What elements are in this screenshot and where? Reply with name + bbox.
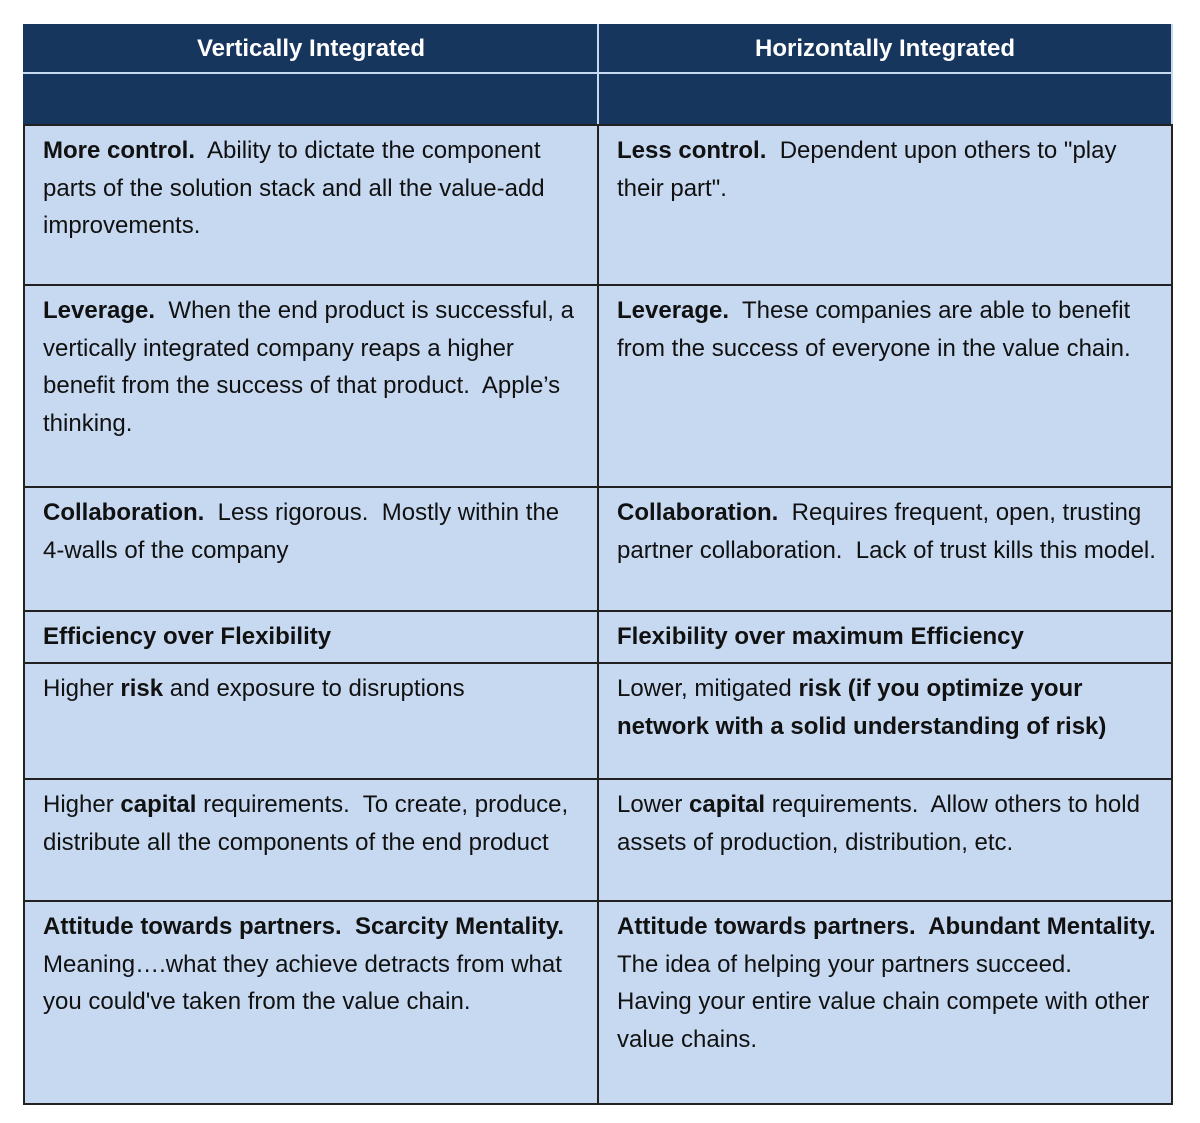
bold-text: Leverage. [43, 297, 156, 324]
header-cell: Horizontally Integrated [597, 24, 1173, 74]
table-row: Higher risk and exposure to disruptions L… [23, 662, 1173, 780]
table-cell: Lower, mitigated risk (if you optimize y… [597, 662, 1173, 780]
table-row: Higher capital requirements. To create, … [23, 778, 1173, 902]
table-cell: Flexibility over maximum Efficiency [597, 610, 1173, 664]
cell-text: Ability to dictate the component parts o… [43, 137, 552, 239]
bold-text: Collaboration. [43, 499, 205, 526]
bold-text: capital [689, 791, 766, 818]
table-cell: Collaboration. Less rigorous. Mostly wit… [23, 486, 599, 612]
bold-text: risk [120, 675, 164, 702]
cell-text: and exposure to disruptions [163, 675, 465, 702]
cell-text: Less rigorous. Mostly within the 4-walls… [43, 499, 566, 564]
bold-text: risk (if you optimize your network with … [617, 675, 1107, 740]
cell-text: The idea of helping your partners succee… [617, 913, 1169, 1053]
table-cell: Higher capital requirements. To create, … [23, 778, 599, 902]
blank-cell [23, 72, 599, 126]
table-cell: Less control. Dependent upon others to "… [597, 124, 1173, 286]
bold-text: capital [120, 791, 197, 818]
cell-text: requirements. Allow others to hold asset… [617, 791, 1147, 856]
table-row: Collaboration. Less rigorous. Mostly wit… [23, 486, 1173, 612]
table-cell: Attitude towards partners. Abundant Ment… [597, 900, 1173, 1105]
bold-text: More control. [43, 137, 196, 164]
bold-text: Efficiency over Flexibility [43, 623, 332, 650]
table-cell: Attitude towards partners. Scarcity Ment… [23, 900, 599, 1105]
cell-text: These companies are able to benefit from… [617, 297, 1137, 362]
cell-text: Meaning….what they achieve detracts from… [43, 913, 578, 1016]
header-row: Vertically Integrated Horizontally Integ… [23, 24, 1173, 74]
table-cell: Collaboration. Requires frequent, open, … [597, 486, 1173, 612]
table-row: Leverage. When the end product is succes… [23, 284, 1173, 488]
cell-text: Higher [43, 675, 121, 702]
table-cell: More control. Ability to dictate the com… [23, 124, 599, 286]
bold-text: Collaboration. [617, 499, 779, 526]
table-head: Vertically Integrated Horizontally Integ… [23, 24, 1173, 126]
table-body: More control. Ability to dictate the com… [23, 124, 1173, 1105]
blank-row [23, 72, 1173, 126]
cell-text: Requires frequent, open, trusting partne… [617, 499, 1156, 564]
bold-text: Flexibility over maximum Efficiency [617, 623, 1024, 650]
table-row: Efficiency over Flexibility Flexibility o… [23, 610, 1173, 664]
table-row: More control. Ability to dictate the com… [23, 124, 1173, 286]
table-cell: Leverage. These companies are able to be… [597, 284, 1173, 488]
comparison-table: Vertically Integrated Horizontally Integ… [23, 24, 1173, 1105]
header-cell: Vertically Integrated [23, 24, 599, 74]
cell-text: When the end product is successful, a ve… [43, 297, 581, 437]
table-cell: Higher risk and exposure to disruptions [23, 662, 599, 780]
cell-text: Lower, mitigated [617, 675, 799, 702]
cell-text: Higher [43, 791, 121, 818]
cell-text: Dependent upon others to "play their par… [617, 137, 1124, 202]
cell-text: Lower [617, 791, 690, 818]
table-cell: Lower capital requirements. Allow others… [597, 778, 1173, 902]
bold-text: Attitude towards partners. Abundant Ment… [617, 913, 1156, 940]
bold-text: Attitude towards partners. Scarcity Ment… [43, 913, 565, 940]
bold-text: Less control. [617, 137, 767, 164]
bold-text: Leverage. [617, 297, 730, 324]
cell-text: requirements. To create, produce, distri… [43, 791, 575, 856]
table-cell: Efficiency over Flexibility [23, 610, 599, 664]
table-cell: Leverage. When the end product is succes… [23, 284, 599, 488]
blank-cell [597, 72, 1173, 126]
table-row: Attitude towards partners. Scarcity Ment… [23, 900, 1173, 1105]
